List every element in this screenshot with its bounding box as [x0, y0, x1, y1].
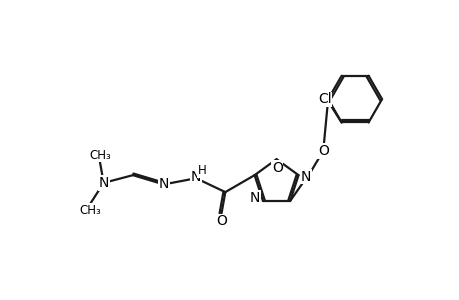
Text: Cl: Cl: [317, 92, 331, 106]
Text: O: O: [271, 161, 282, 175]
Text: CH₃: CH₃: [89, 148, 111, 162]
Text: H: H: [197, 164, 206, 177]
Text: O: O: [216, 214, 226, 228]
Text: O: O: [317, 144, 328, 158]
Text: N: N: [98, 176, 109, 190]
Text: N: N: [300, 170, 311, 184]
Text: N: N: [190, 170, 201, 184]
Text: CH₃: CH₃: [79, 204, 101, 217]
Text: N: N: [158, 177, 168, 191]
Text: N: N: [250, 191, 260, 205]
